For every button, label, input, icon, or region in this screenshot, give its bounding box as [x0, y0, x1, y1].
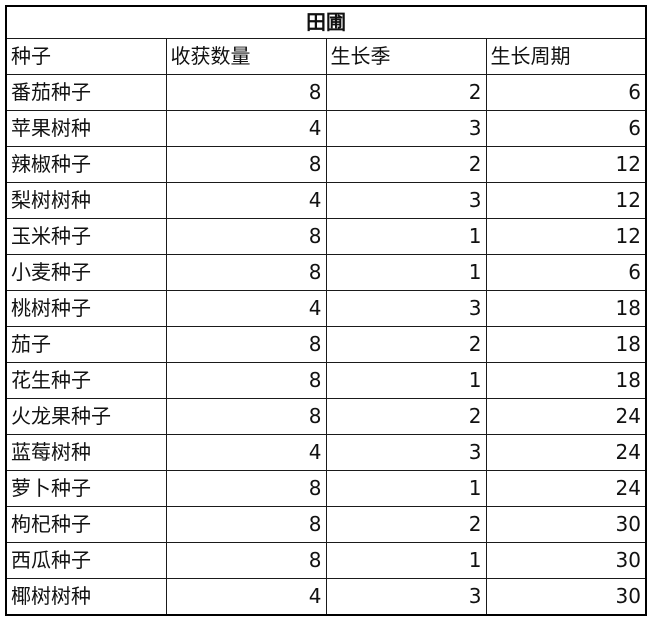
seasons-cell[interactable]: 1: [325, 254, 487, 291]
cycle-cell[interactable]: 18: [485, 326, 647, 363]
seasons-cell[interactable]: 2: [325, 326, 487, 363]
table-row: 花生种子 8 1 18: [5, 362, 647, 399]
table-row: 茄子 8 2 18: [5, 326, 647, 363]
seasons-cell[interactable]: 3: [325, 110, 487, 147]
header-seasons[interactable]: 生长季: [325, 38, 487, 75]
seasons-cell[interactable]: 2: [325, 146, 487, 183]
seed-name-cell[interactable]: 枸杞种子: [5, 506, 167, 543]
harvest-cell[interactable]: 8: [165, 470, 327, 507]
seasons-cell[interactable]: 1: [325, 218, 487, 255]
seasons-cell[interactable]: 1: [325, 542, 487, 579]
cycle-cell[interactable]: 30: [485, 578, 647, 616]
cycle-cell[interactable]: 12: [485, 182, 647, 219]
seed-name-cell[interactable]: 玉米种子: [5, 218, 167, 255]
cycle-cell[interactable]: 6: [485, 74, 647, 111]
seed-name-cell[interactable]: 苹果树种: [5, 110, 167, 147]
harvest-cell[interactable]: 8: [165, 74, 327, 111]
title-row: 田圃: [5, 5, 647, 39]
table-row: 辣椒种子 8 2 12: [5, 146, 647, 183]
seasons-cell[interactable]: 3: [325, 182, 487, 219]
seed-name-cell[interactable]: 火龙果种子: [5, 398, 167, 435]
table-row: 椰树树种 4 3 30: [5, 578, 647, 616]
harvest-cell[interactable]: 4: [165, 578, 327, 616]
table-row: 苹果树种 4 3 6: [5, 110, 647, 147]
seasons-cell[interactable]: 2: [325, 398, 487, 435]
table-row: 番茄种子 8 2 6: [5, 74, 647, 111]
seed-name-cell[interactable]: 椰树树种: [5, 578, 167, 616]
harvest-cell[interactable]: 4: [165, 434, 327, 471]
seasons-cell[interactable]: 2: [325, 74, 487, 111]
seasons-cell[interactable]: 1: [325, 362, 487, 399]
seed-name-cell[interactable]: 西瓜种子: [5, 542, 167, 579]
harvest-cell[interactable]: 8: [165, 146, 327, 183]
cycle-cell[interactable]: 24: [485, 470, 647, 507]
table-row: 萝卜种子 8 1 24: [5, 470, 647, 507]
seed-name-cell[interactable]: 茄子: [5, 326, 167, 363]
table-body: 番茄种子 8 2 6 苹果树种 4 3 6 辣椒种子 8 2 12 梨树树种 4 3 12 玉米种子 8 1 12 小麦…: [5, 74, 647, 616]
cycle-cell[interactable]: 24: [485, 434, 647, 471]
table-row: 枸杞种子 8 2 30: [5, 506, 647, 543]
seed-name-cell[interactable]: 萝卜种子: [5, 470, 167, 507]
seed-name-cell[interactable]: 蓝莓树种: [5, 434, 167, 471]
table-row: 梨树树种 4 3 12: [5, 182, 647, 219]
cycle-cell[interactable]: 24: [485, 398, 647, 435]
cycle-cell[interactable]: 6: [485, 254, 647, 291]
table-row: 西瓜种子 8 1 30: [5, 542, 647, 579]
table-row: 蓝莓树种 4 3 24: [5, 434, 647, 471]
harvest-cell[interactable]: 8: [165, 506, 327, 543]
harvest-cell[interactable]: 8: [165, 362, 327, 399]
seed-name-cell[interactable]: 桃树种子: [5, 290, 167, 327]
seed-name-cell[interactable]: 花生种子: [5, 362, 167, 399]
harvest-cell[interactable]: 4: [165, 110, 327, 147]
harvest-cell[interactable]: 8: [165, 218, 327, 255]
cycle-cell[interactable]: 30: [485, 542, 647, 579]
cycle-cell[interactable]: 6: [485, 110, 647, 147]
cycle-cell[interactable]: 12: [485, 218, 647, 255]
table-row: 火龙果种子 8 2 24: [5, 398, 647, 435]
table-row: 桃树种子 4 3 18: [5, 290, 647, 327]
cycle-cell[interactable]: 18: [485, 290, 647, 327]
header-harvest[interactable]: 收获数量: [165, 38, 327, 75]
cycle-cell[interactable]: 12: [485, 146, 647, 183]
harvest-cell[interactable]: 4: [165, 290, 327, 327]
harvest-cell[interactable]: 8: [165, 542, 327, 579]
harvest-cell[interactable]: 8: [165, 326, 327, 363]
table-title[interactable]: 田圃: [5, 5, 647, 39]
table-row: 小麦种子 8 1 6: [5, 254, 647, 291]
header-row: 种子 收获数量 生长季 生长周期: [5, 38, 647, 75]
harvest-cell[interactable]: 4: [165, 182, 327, 219]
seed-name-cell[interactable]: 小麦种子: [5, 254, 167, 291]
seasons-cell[interactable]: 3: [325, 290, 487, 327]
seasons-cell[interactable]: 3: [325, 434, 487, 471]
cycle-cell[interactable]: 18: [485, 362, 647, 399]
seed-name-cell[interactable]: 辣椒种子: [5, 146, 167, 183]
seasons-cell[interactable]: 2: [325, 506, 487, 543]
header-cycle[interactable]: 生长周期: [485, 38, 647, 75]
seed-name-cell[interactable]: 梨树树种: [5, 182, 167, 219]
cycle-cell[interactable]: 30: [485, 506, 647, 543]
harvest-cell[interactable]: 8: [165, 254, 327, 291]
harvest-cell[interactable]: 8: [165, 398, 327, 435]
seed-name-cell[interactable]: 番茄种子: [5, 74, 167, 111]
header-seed[interactable]: 种子: [5, 38, 167, 75]
seasons-cell[interactable]: 1: [325, 470, 487, 507]
seasons-cell[interactable]: 3: [325, 578, 487, 616]
table-row: 玉米种子 8 1 12: [5, 218, 647, 255]
farm-table: 田圃 种子 收获数量 生长季 生长周期 番茄种子 8 2 6 苹果树种 4 3 6 辣椒种子 8 2…: [5, 5, 647, 616]
